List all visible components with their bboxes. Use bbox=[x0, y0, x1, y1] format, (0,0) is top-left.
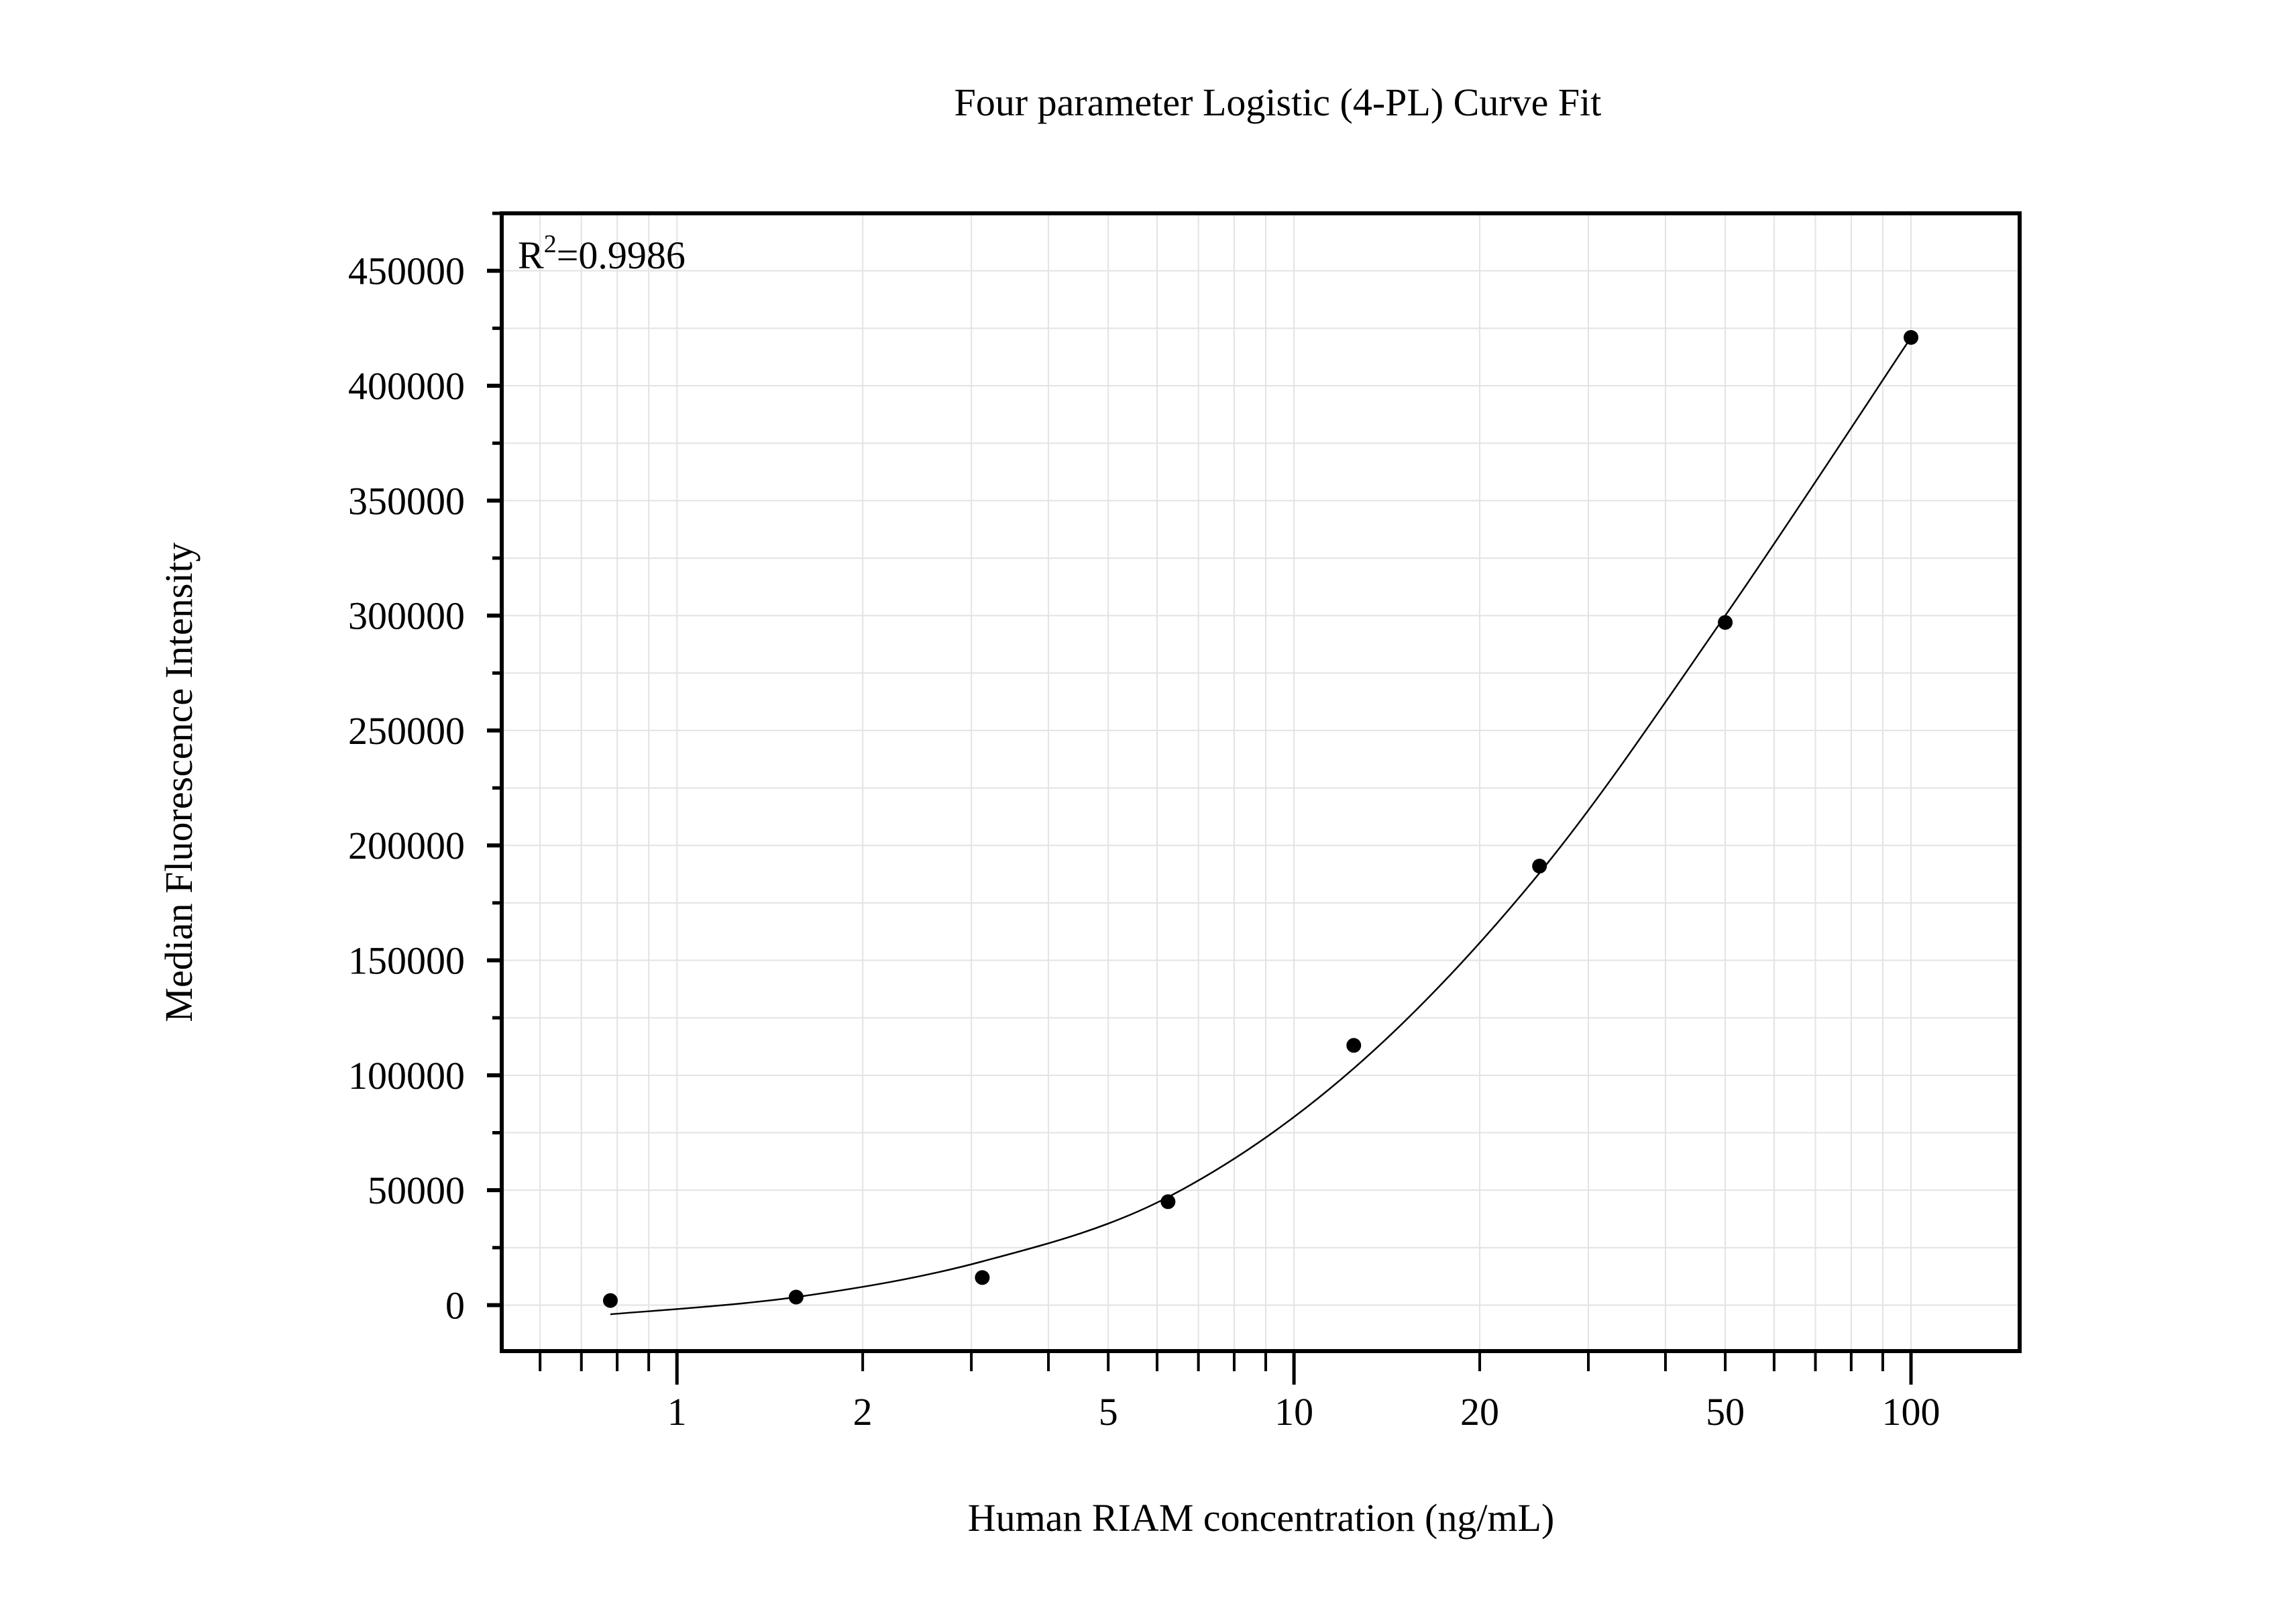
y-tick-label: 400000 bbox=[348, 364, 465, 408]
y-tick-label: 200000 bbox=[348, 824, 465, 867]
y-axis-label: Median Fluorescence Intensity bbox=[157, 542, 201, 1022]
r-label: R bbox=[518, 233, 544, 277]
x-tick-label: 5 bbox=[1099, 1390, 1118, 1434]
y-tick-label: 350000 bbox=[348, 479, 465, 523]
x-tick-label: 100 bbox=[1882, 1390, 1940, 1434]
y-tick-label: 50000 bbox=[368, 1169, 465, 1212]
plot-frame bbox=[500, 211, 2022, 1353]
y-axis: 0 50000 100000 150000 200000 250000 300000 3500… bbox=[348, 211, 502, 1327]
data-points bbox=[602, 330, 1919, 1308]
x-tick-label: 50 bbox=[1706, 1390, 1745, 1434]
x-tick-label: 20 bbox=[1460, 1390, 1499, 1434]
y-tick-label: 250000 bbox=[348, 709, 465, 753]
data-point bbox=[1532, 859, 1547, 874]
y-tick-label: 450000 bbox=[348, 250, 465, 293]
fit-curve-group bbox=[610, 337, 1912, 1316]
chart-title: Four parameter Logistic (4-PL) Curve Fit bbox=[954, 81, 1602, 124]
x-tick-label: 1 bbox=[667, 1390, 687, 1434]
r-squared-value: =0.9986 bbox=[557, 233, 686, 277]
data-point bbox=[1160, 1194, 1176, 1210]
x-tick-label: 2 bbox=[853, 1390, 873, 1434]
x-tick-label: 10 bbox=[1274, 1390, 1313, 1434]
fit-curve bbox=[610, 337, 1912, 1316]
x-axis: 1 2 5 10 20 50 100 bbox=[539, 1351, 1940, 1434]
data-point bbox=[602, 1293, 618, 1308]
r-superscript: 2 bbox=[544, 230, 557, 258]
data-point bbox=[1718, 614, 1733, 630]
data-point bbox=[975, 1270, 990, 1285]
y-tick-label: 100000 bbox=[348, 1054, 465, 1098]
data-point bbox=[788, 1289, 804, 1305]
y-tick-label: 300000 bbox=[348, 594, 465, 638]
x-axis-label: Human RIAM concentration (ng/mL) bbox=[968, 1496, 1555, 1540]
y-tick-label: 0 bbox=[445, 1283, 465, 1327]
data-point bbox=[1904, 330, 1919, 345]
data-point bbox=[1346, 1038, 1362, 1053]
r-squared-annotation: R2=0.9986 bbox=[518, 230, 686, 277]
grid bbox=[502, 213, 2020, 1351]
y-tick-label: 150000 bbox=[348, 939, 465, 983]
